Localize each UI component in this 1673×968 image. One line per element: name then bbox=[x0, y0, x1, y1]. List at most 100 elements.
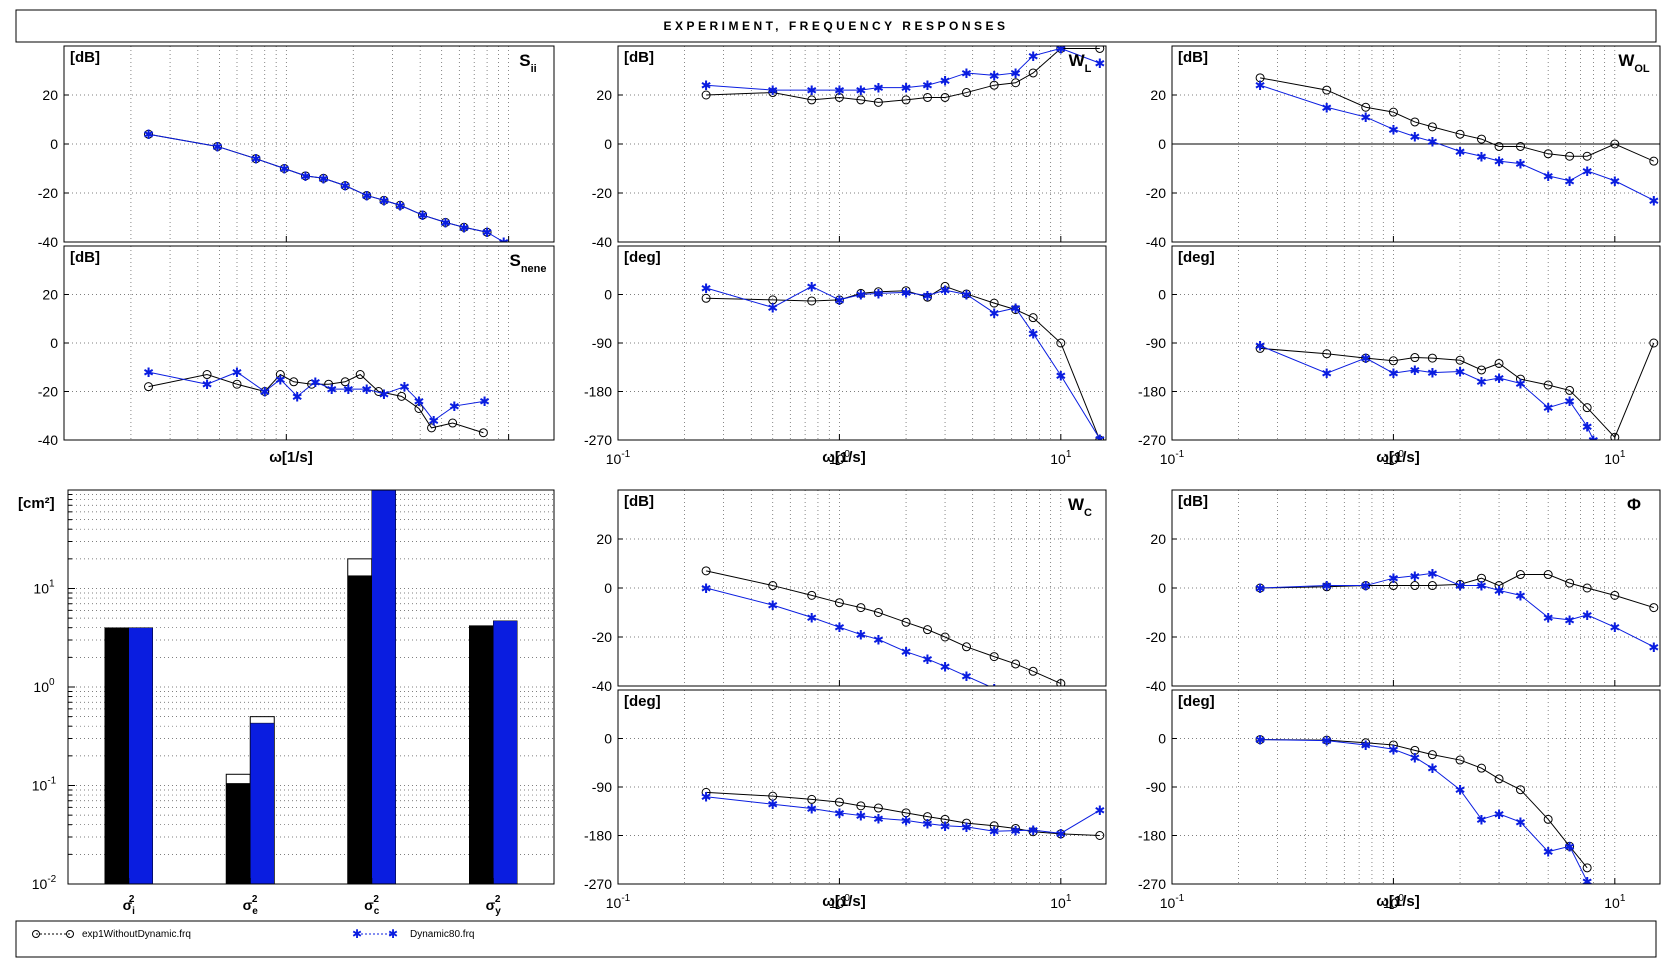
x-axis-label: ω[1/s] bbox=[269, 449, 313, 466]
y-tick-label: -90 bbox=[592, 335, 612, 351]
data-point: ✱ bbox=[855, 809, 866, 824]
data-point: ✱ bbox=[310, 375, 321, 390]
data-point bbox=[923, 92, 933, 102]
data-point bbox=[901, 286, 911, 296]
data-point: ✱ bbox=[1455, 783, 1466, 798]
x-axis-label: ω[1/s] bbox=[822, 893, 866, 910]
y-tick-label: -40 bbox=[38, 234, 58, 250]
legend-star-marker-icon: ✱ bbox=[388, 927, 398, 941]
series-line-2 bbox=[1260, 572, 1655, 648]
data-point: ✱ bbox=[1010, 301, 1021, 316]
data-point: ✱ bbox=[855, 288, 866, 303]
data-point bbox=[1011, 659, 1021, 669]
data-point: ✱ bbox=[1543, 610, 1554, 625]
plot-frame bbox=[617, 245, 1107, 441]
panel-wl_phase: -270 -180 -90 0 10-1 100 101 ✱ ✱ ✱ ✱ ✱ ✱ ✱ ✱ ✱ ✱ ✱ ✱ ✱ ✱ ✱ [de… bbox=[584, 245, 1107, 467]
x-tick-label: 100 bbox=[1383, 449, 1405, 467]
data-point: ✱ bbox=[1494, 154, 1505, 169]
data-point bbox=[260, 387, 270, 396]
data-point: ✱ bbox=[901, 285, 912, 300]
series-line-1 bbox=[148, 373, 484, 434]
data-point: ✱ bbox=[1455, 579, 1466, 594]
unit-label: [dB] bbox=[624, 493, 654, 510]
series-line-2 bbox=[706, 796, 1101, 834]
unit-label: [deg] bbox=[624, 693, 661, 710]
data-point: ✱ bbox=[922, 817, 933, 832]
data-point: ✱ bbox=[318, 171, 329, 186]
data-point bbox=[989, 652, 999, 662]
data-point: ✱ bbox=[1360, 351, 1371, 366]
data-point bbox=[340, 181, 350, 191]
data-point: ✱ bbox=[413, 394, 424, 409]
panel-wc: -40 -20 0 20 ✱ ✱ ✱ ✱ ✱ ✱ ✱ ✱ ✱ ✱ ✱ [dB] WC bbox=[592, 489, 1107, 694]
data-point: ✱ bbox=[1094, 803, 1105, 818]
data-point: ✱ bbox=[1476, 579, 1487, 594]
data-point: ✱ bbox=[1255, 733, 1266, 748]
y-tick-label: 0 bbox=[50, 136, 58, 152]
data-point: ✱ bbox=[361, 188, 372, 203]
data-point bbox=[340, 377, 350, 387]
data-point bbox=[901, 617, 911, 627]
y-tick-label: -40 bbox=[592, 234, 612, 250]
data-point bbox=[1582, 863, 1592, 873]
series-line-1 bbox=[1260, 574, 1654, 609]
data-point bbox=[232, 379, 242, 389]
data-point bbox=[1028, 666, 1038, 676]
data-point bbox=[1056, 829, 1066, 839]
data-point: ✱ bbox=[701, 78, 712, 93]
y-tick-label: -20 bbox=[592, 185, 612, 201]
data-point bbox=[1494, 581, 1504, 591]
data-point bbox=[701, 90, 711, 100]
data-point: ✱ bbox=[1427, 366, 1438, 381]
y-tick-label: -180 bbox=[584, 828, 612, 844]
data-point bbox=[414, 403, 424, 413]
data-point: ✱ bbox=[1427, 761, 1438, 776]
data-point bbox=[251, 154, 261, 164]
data-point bbox=[807, 296, 817, 306]
x-tick-label: 10-1 bbox=[1160, 449, 1185, 467]
data-point bbox=[1028, 313, 1038, 323]
data-point: ✱ bbox=[873, 81, 884, 96]
legend-entry-1: exp1WithoutDynamic.frq bbox=[32, 929, 191, 940]
data-point: ✱ bbox=[279, 162, 290, 177]
data-point bbox=[1610, 432, 1620, 440]
data-point: ✱ bbox=[1494, 583, 1505, 598]
data-point bbox=[768, 581, 778, 591]
data-point: ✱ bbox=[961, 288, 972, 303]
data-point bbox=[397, 391, 407, 401]
data-point: ✱ bbox=[767, 83, 778, 98]
data-point bbox=[1410, 117, 1420, 127]
data-point: ✱ bbox=[1360, 579, 1371, 594]
data-point bbox=[1543, 149, 1553, 159]
data-point bbox=[1056, 679, 1066, 686]
plot-frame bbox=[67, 489, 555, 885]
data-point bbox=[1388, 107, 1398, 117]
panel-variances: 10-2 10-1 100 101 σi2 σe2 σc2 σy2 [cm²] bbox=[18, 489, 555, 917]
data-point bbox=[275, 370, 285, 380]
data-point bbox=[1322, 85, 1332, 95]
panel-label: Φ bbox=[1627, 495, 1641, 514]
category-label: σi2 bbox=[123, 894, 136, 917]
data-point: ✱ bbox=[1028, 49, 1039, 64]
data-point bbox=[807, 95, 817, 105]
data-point: ✱ bbox=[1010, 66, 1021, 81]
bar-1 bbox=[226, 783, 251, 885]
data-point bbox=[961, 642, 971, 652]
data-point bbox=[701, 787, 711, 797]
data-point: ✱ bbox=[806, 802, 817, 817]
y-tick-label: 20 bbox=[596, 531, 612, 547]
data-point bbox=[1361, 738, 1371, 748]
plot-frame bbox=[1171, 45, 1661, 243]
data-point: ✱ bbox=[428, 414, 439, 429]
data-point bbox=[923, 812, 933, 822]
y-tick-label: 20 bbox=[596, 87, 612, 103]
data-point: ✱ bbox=[1494, 807, 1505, 822]
data-point: ✱ bbox=[1455, 144, 1466, 159]
data-point bbox=[1011, 78, 1021, 88]
plot-frame bbox=[63, 245, 555, 441]
y-tick-label: 101 bbox=[33, 579, 55, 597]
data-point bbox=[901, 808, 911, 818]
data-point bbox=[1011, 823, 1021, 833]
y-tick-label: -40 bbox=[1146, 678, 1166, 694]
plot-frame bbox=[617, 489, 1107, 687]
